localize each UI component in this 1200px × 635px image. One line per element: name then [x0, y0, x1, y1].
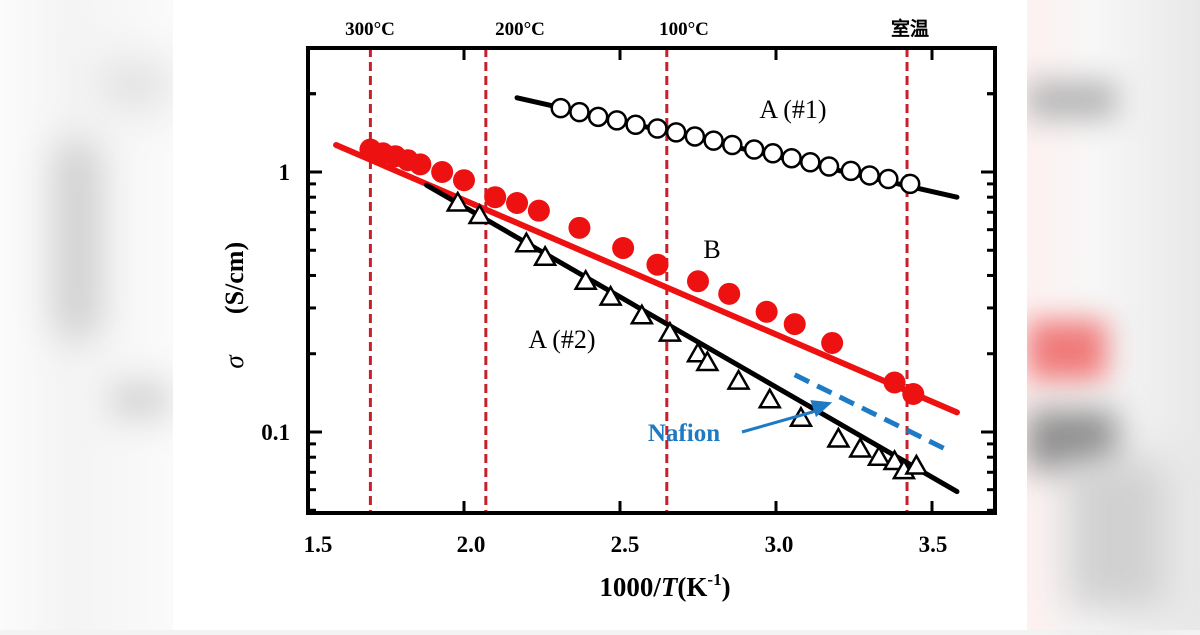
data-point-a1	[800, 152, 821, 173]
data-point-a2	[573, 268, 598, 291]
data-point-a1	[587, 106, 609, 128]
fit-lines	[333, 95, 960, 495]
data-point-b	[755, 300, 778, 323]
blurred-background-left	[0, 0, 173, 630]
data-point-a2	[467, 203, 492, 225]
data-point-b	[506, 191, 529, 214]
data-point-a1	[647, 118, 668, 139]
data-point-a1	[818, 156, 840, 177]
conductivity-chart: 300°C 200°C 100°C 室温 1.5 2.0 2.5 3.0 3.5…	[219, 17, 997, 602]
blur-shape	[100, 60, 170, 110]
x-axis-label-unit: (K	[677, 572, 707, 602]
data-point-a2	[757, 387, 782, 409]
plot-frame-rect	[306, 46, 997, 515]
data-point-b	[527, 199, 550, 222]
x-axis-label-var: T	[661, 572, 679, 602]
y-axis-label-symbol: σ	[219, 354, 249, 369]
data-point-a1	[781, 147, 802, 169]
temp-label-300: 300°C	[345, 19, 395, 40]
nafion-dashed-line	[793, 372, 952, 454]
data-point-b	[718, 282, 741, 305]
x-tick-label-3.5: 3.5	[919, 532, 948, 557]
series-label-a2: A (#2)	[528, 325, 595, 354]
data-point-b	[883, 371, 906, 394]
data-point-a2	[826, 426, 851, 448]
figure-panel: 300°C 200°C 100°C 室温 1.5 2.0 2.5 3.0 3.5…	[173, 0, 1027, 630]
nafion-arrow	[741, 400, 833, 434]
data-point-a2	[445, 190, 470, 212]
y-axis-label-unit: (S/cm)	[220, 242, 249, 314]
data-point-a1	[665, 122, 687, 143]
arrow-head	[810, 400, 833, 418]
series-label-b: B	[703, 235, 720, 264]
x-axis-label-close: )	[722, 572, 731, 602]
x-tick-label-3.0: 3.0	[765, 532, 794, 557]
blur-shape	[1067, 460, 1167, 610]
y-axis-label: σ (S/cm)	[219, 242, 249, 369]
x-axis-label-sup: -1	[707, 570, 721, 589]
data-point-b	[687, 270, 709, 293]
x-tick-label-2.0: 2.0	[457, 532, 486, 557]
y-tick-label-1: 1	[279, 160, 291, 185]
data-point-a2	[532, 244, 558, 267]
temp-label-200: 200°C	[495, 19, 545, 40]
data-point-a2	[685, 341, 711, 363]
data-point-b	[783, 313, 806, 336]
data-point-a1	[625, 114, 646, 135]
data-point-b	[568, 216, 591, 239]
data-point-a2	[866, 444, 892, 466]
data-point-a1	[722, 134, 743, 156]
data-point-a1	[703, 130, 724, 151]
blur-shape	[55, 140, 100, 340]
data-point-b	[431, 161, 454, 183]
series-label-a1: A (#1)	[759, 95, 826, 124]
data-point-a2	[848, 436, 873, 458]
temp-label-room: 室温	[891, 17, 929, 40]
data-point-a1	[762, 143, 784, 164]
data-point-b	[821, 331, 844, 354]
axis-ticks	[306, 46, 995, 513]
x-tick-label-1.5: 1.5	[304, 532, 333, 557]
data-point-a1	[684, 126, 706, 147]
y-tick-label-0.1: 0.1	[261, 420, 290, 445]
data-point-a2	[598, 284, 623, 306]
data-point-b	[612, 237, 635, 260]
nafion-label: Nafion	[648, 420, 720, 447]
data-point-a2	[629, 303, 654, 325]
arrow-shaft	[741, 408, 819, 434]
blur-shape	[1027, 320, 1107, 380]
data-point-a2	[904, 453, 929, 475]
data-points	[359, 97, 929, 480]
x-axis-label: 1000/T(K-1)	[599, 570, 730, 602]
blurred-background-right	[1027, 0, 1200, 630]
temp-label-100: 100°C	[659, 19, 709, 40]
data-point-a2	[882, 448, 907, 471]
data-point-a1	[550, 97, 571, 119]
fit-line-b	[333, 142, 960, 416]
data-point-a1	[743, 139, 765, 160]
data-point-b	[902, 383, 925, 406]
data-point-b	[453, 169, 475, 192]
data-point-b	[484, 186, 507, 209]
data-point-a1	[899, 173, 921, 195]
data-point-a1	[606, 110, 628, 131]
x-axis-label-prefix: 1000/	[599, 572, 661, 602]
data-point-a1	[859, 165, 880, 186]
blur-shape	[1027, 80, 1117, 120]
data-point-b	[409, 153, 432, 176]
data-point-a2	[514, 231, 539, 253]
data-point-a2	[695, 350, 720, 372]
data-point-a1	[569, 101, 590, 123]
data-point-a2	[726, 368, 751, 390]
data-point-a1	[840, 160, 862, 182]
blur-shape	[110, 380, 170, 420]
data-point-a2	[657, 320, 683, 342]
x-tick-label-2.5: 2.5	[611, 532, 640, 557]
data-point-b	[646, 253, 669, 276]
data-point-a1	[878, 168, 899, 190]
plot-frame	[306, 46, 997, 515]
fit-line-a2	[424, 182, 960, 495]
